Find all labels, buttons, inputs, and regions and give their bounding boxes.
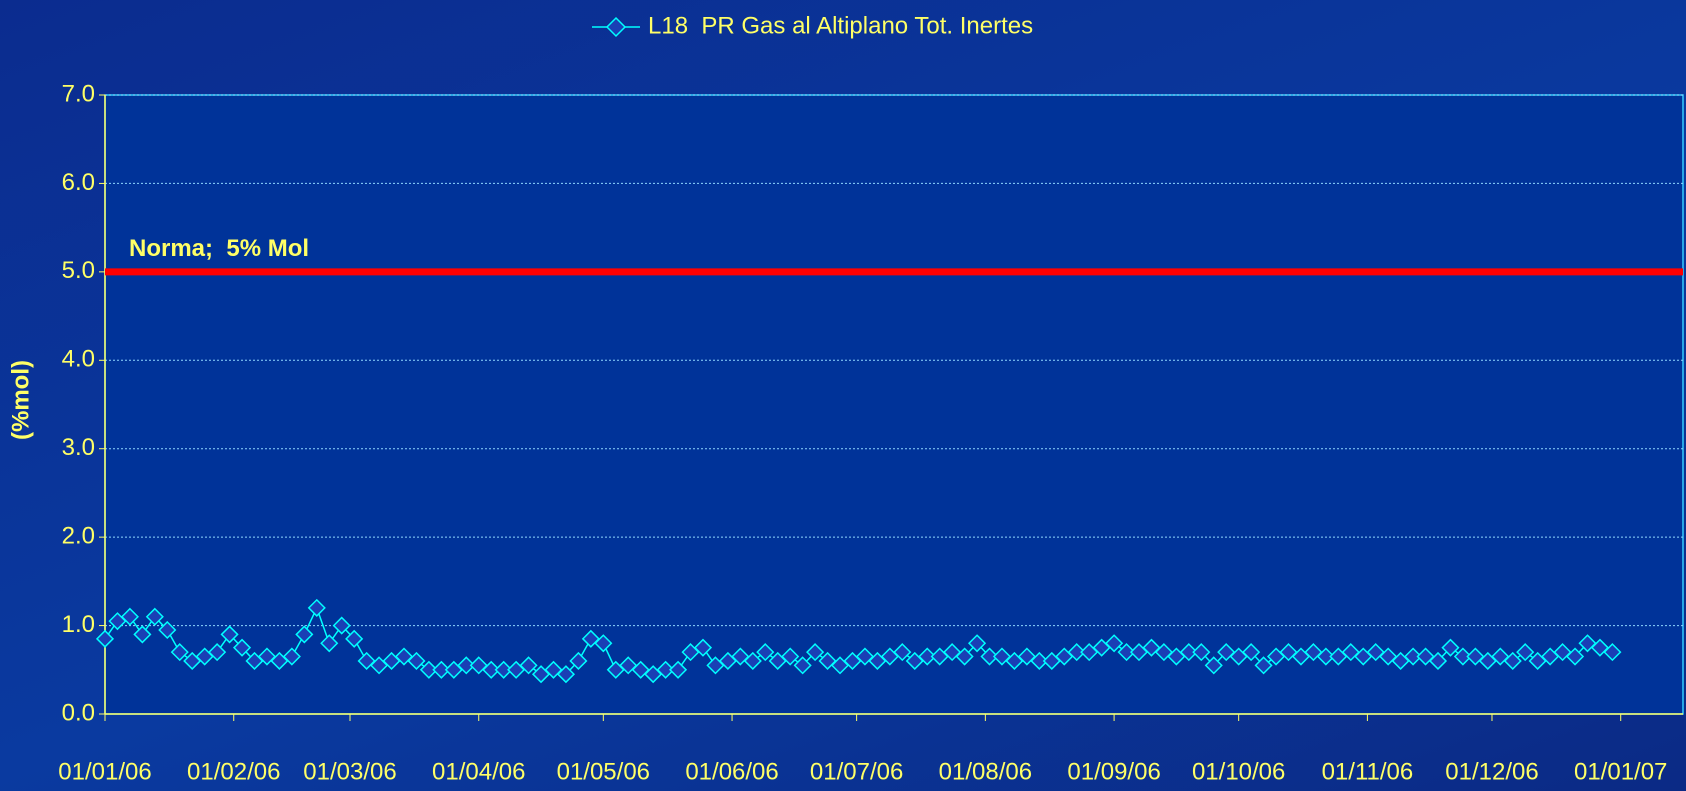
marker (544, 660, 563, 679)
x-tick-label: 01/01/07 (1574, 758, 1667, 785)
x-tick-label: 01/05/06 (557, 758, 650, 785)
marker (1254, 656, 1273, 675)
y-tick-label: 4.0 (62, 346, 95, 373)
marker (1105, 634, 1124, 653)
marker (1503, 651, 1522, 671)
marker (992, 647, 1012, 666)
marker (1565, 647, 1585, 666)
marker (1030, 651, 1049, 671)
x-tick-label: 01/04/06 (432, 758, 525, 785)
x-tick-label: 01/02/06 (187, 758, 280, 785)
marker (693, 638, 713, 657)
marker (407, 651, 426, 671)
marker (345, 629, 364, 648)
marker (594, 634, 613, 653)
x-tick-label: 01/11/06 (1322, 758, 1414, 785)
marker (1366, 643, 1385, 662)
y-tick-label: 3.0 (62, 434, 95, 461)
marker (208, 643, 227, 662)
marker (432, 660, 451, 679)
x-tick-label: 01/06/06 (685, 758, 778, 785)
marker (133, 625, 152, 644)
y-tick-label: 1.0 (62, 611, 95, 638)
marker (220, 625, 239, 644)
marker (619, 656, 638, 675)
marker (457, 656, 476, 675)
marker (656, 660, 675, 679)
y-tick-label: 6.0 (62, 169, 95, 196)
marker (980, 647, 999, 666)
y-tick-label: 5.0 (62, 257, 95, 284)
marker (955, 647, 974, 666)
marker (893, 643, 912, 662)
marker (781, 647, 800, 666)
y-axis-title: (%mol) (7, 360, 34, 440)
marker (1590, 638, 1610, 657)
marker (1242, 643, 1261, 662)
marker (307, 598, 326, 617)
marker (918, 647, 937, 666)
marker (170, 643, 189, 662)
y-tick-label: 0.0 (62, 699, 95, 726)
x-tick-label: 01/09/06 (1067, 758, 1160, 785)
legend-label: L18 PR Gas al Altiplano Tot. Inertes (648, 12, 1033, 39)
marker (232, 638, 252, 657)
x-tick-label: 01/08/06 (939, 758, 1032, 785)
marker (1067, 643, 1086, 662)
x-tick-label: 01/07/06 (810, 758, 903, 785)
plot-area (104, 94, 1684, 715)
marker (1453, 647, 1472, 666)
marker (320, 634, 339, 653)
marker (419, 660, 438, 679)
marker (1578, 634, 1597, 653)
marker (332, 616, 351, 635)
marker (295, 625, 314, 644)
marker (282, 647, 301, 666)
marker (1428, 651, 1448, 671)
marker (1603, 643, 1622, 662)
legend-marker (605, 16, 627, 38)
marker (357, 651, 376, 671)
marker (494, 660, 513, 679)
marker (120, 607, 139, 626)
marker (967, 634, 987, 653)
marker (1117, 643, 1136, 662)
marker (793, 656, 812, 675)
x-tick-label: 01/03/06 (303, 758, 396, 785)
marker (669, 660, 688, 679)
marker (806, 643, 825, 662)
marker (158, 620, 177, 640)
marker (581, 629, 600, 648)
x-tick-label: 01/10/06 (1192, 758, 1285, 785)
marker (1192, 643, 1211, 662)
marker (1204, 656, 1223, 675)
y-tick-label: 7.0 (62, 80, 95, 107)
marker (1466, 647, 1485, 666)
reference-label: Norma; 5% Mol (129, 235, 309, 262)
marker (1304, 643, 1323, 662)
marker (756, 643, 775, 662)
marker (943, 643, 962, 662)
marker (1179, 643, 1198, 662)
marker (145, 607, 164, 626)
marker (818, 651, 837, 671)
marker (1316, 647, 1335, 666)
x-tick-label: 01/01/06 (58, 758, 151, 785)
marker (482, 660, 501, 679)
marker (1341, 643, 1360, 662)
marker (519, 656, 538, 675)
marker (1404, 647, 1423, 666)
marker (743, 651, 762, 671)
marker (1416, 647, 1435, 666)
marker (569, 651, 588, 671)
x-tick-label: 01/12/06 (1445, 758, 1538, 785)
y-tick-label: 2.0 (62, 522, 95, 549)
marker (95, 629, 115, 648)
marker (556, 665, 576, 684)
marker (1516, 643, 1535, 662)
marker (1441, 638, 1460, 657)
